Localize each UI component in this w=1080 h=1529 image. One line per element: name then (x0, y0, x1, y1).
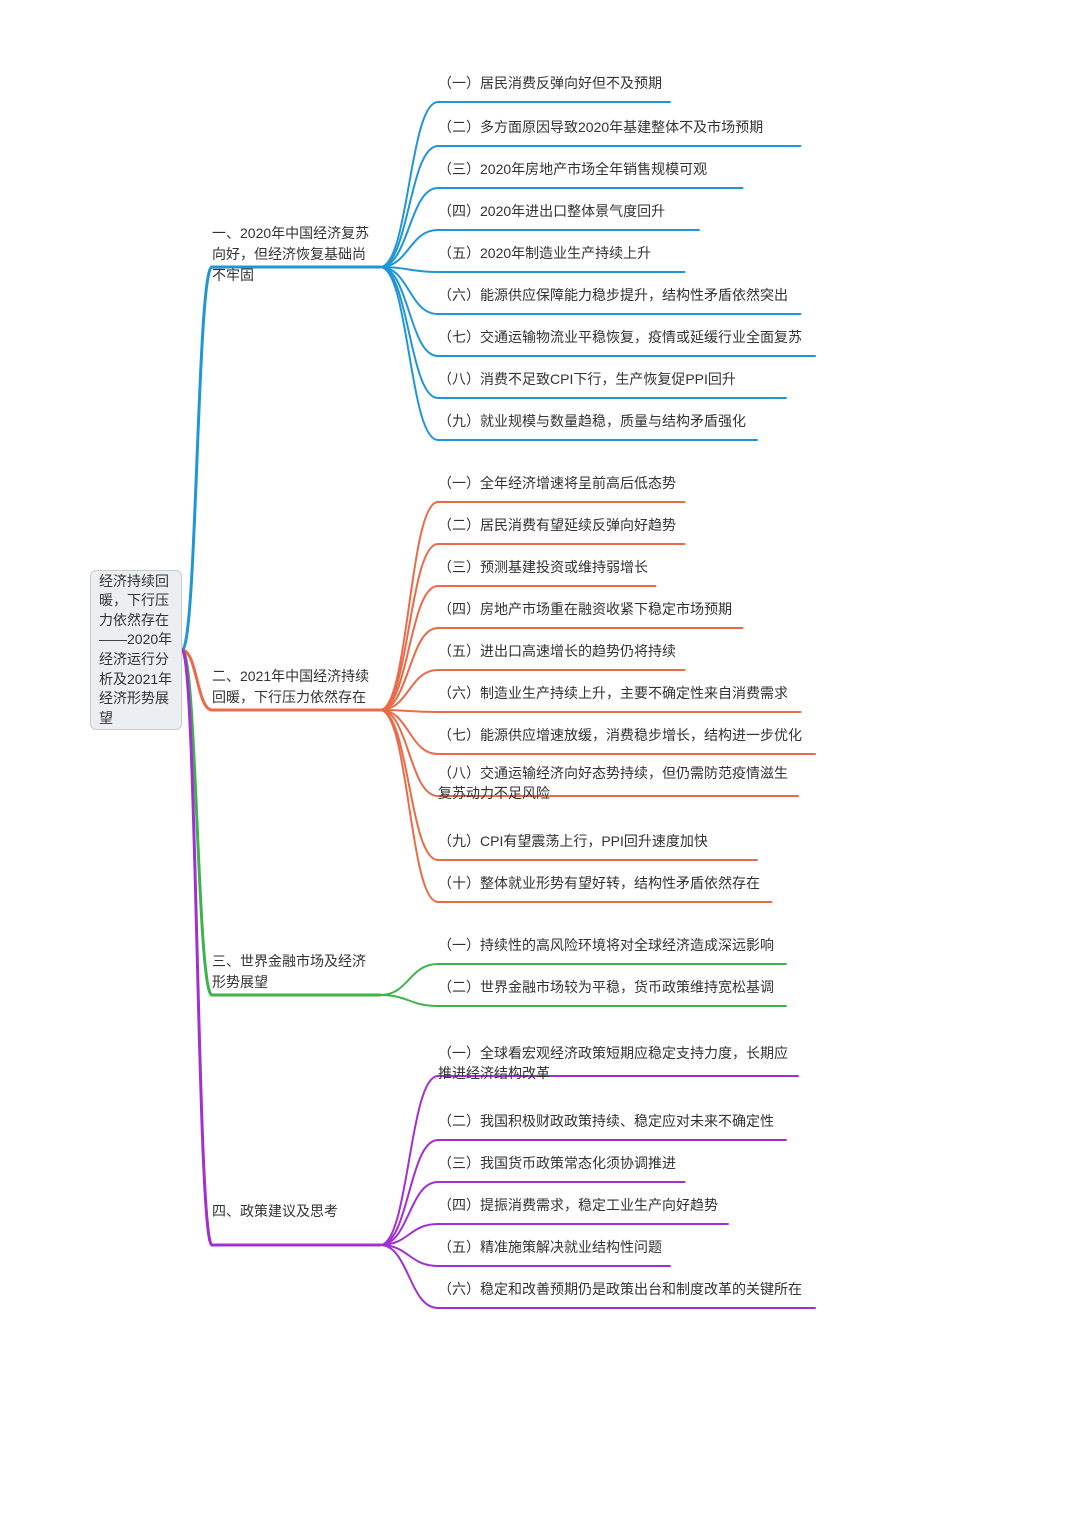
leaf-label: （三）我国货币政策常态化须协调推进 (438, 1154, 676, 1174)
leaf-label: （七）能源供应增速放缓，消费稳步增长，结构进一步优化 (438, 726, 802, 746)
leaf-label: （四）提振消费需求，稳定工业生产向好趋势 (438, 1196, 718, 1216)
leaf-label: （十）整体就业形势有望好转，结构性矛盾依然存在 (438, 874, 760, 894)
leaf-label: （一）持续性的高风险环境将对全球经济造成深远影响 (438, 936, 774, 956)
branch-label: 三、世界金融市场及经济形势展望 (212, 951, 372, 993)
leaf-label: （一）全球看宏观经济政策短期应稳定支持力度，长期应推进经济结构改革 (438, 1044, 798, 1083)
leaf-label: （六）制造业生产持续上升，主要不确定性来自消费需求 (438, 684, 788, 704)
root-node: 经济持续回暖，下行压力依然存在——2020年经济运行分析及2021年经济形势展望 (90, 570, 182, 730)
leaf-label: （九）就业规模与数量趋稳，质量与结构矛盾强化 (438, 412, 746, 432)
leaf-label: （三）预测基建投资或维持弱增长 (438, 558, 648, 578)
leaf-label: （五）精准施策解决就业结构性问题 (438, 1238, 662, 1258)
leaf-label: （七）交通运输物流业平稳恢复，疫情或延缓行业全面复苏 (438, 328, 802, 348)
leaf-label: （四）房地产市场重在融资收紧下稳定市场预期 (438, 600, 732, 620)
leaf-label: （二）居民消费有望延续反弹向好趋势 (438, 516, 676, 536)
branch-label: 二、2021年中国经济持续回暖，下行压力依然存在 (212, 666, 372, 708)
leaf-label: （六）能源供应保障能力稳步提升，结构性矛盾依然突出 (438, 286, 788, 306)
leaf-label: （八）交通运输经济向好态势持续，但仍需防范疫情滋生复苏动力不足风险 (438, 764, 798, 803)
branch-label: 一、2020年中国经济复苏向好，但经济恢复基础尚不牢固 (212, 223, 372, 286)
leaf-label: （二）世界金融市场较为平稳，货币政策维持宽松基调 (438, 978, 774, 998)
root-text: 经济持续回暖，下行压力依然存在——2020年经济运行分析及2021年经济形势展望 (99, 572, 173, 729)
leaf-label: （三）2020年房地产市场全年销售规模可观 (438, 160, 707, 180)
leaf-label: （五）进出口高速增长的趋势仍将持续 (438, 642, 676, 662)
branch-label: 四、政策建议及思考 (212, 1201, 372, 1222)
leaf-label: （一）居民消费反弹向好但不及预期 (438, 74, 662, 94)
leaf-label: （二）多方面原因导致2020年基建整体不及市场预期 (438, 118, 763, 138)
leaf-label: （四）2020年进出口整体景气度回升 (438, 202, 665, 222)
leaf-label: （八）消费不足致CPI下行，生产恢复促PPI回升 (438, 370, 736, 390)
leaf-label: （一）全年经济增速将呈前高后低态势 (438, 474, 676, 494)
leaf-label: （六）稳定和改善预期仍是政策出台和制度改革的关键所在 (438, 1280, 802, 1300)
leaf-label: （二）我国积极财政政策持续、稳定应对未来不确定性 (438, 1112, 774, 1132)
leaf-label: （九）CPI有望震荡上行，PPI回升速度加快 (438, 832, 708, 852)
leaf-label: （五）2020年制造业生产持续上升 (438, 244, 651, 264)
